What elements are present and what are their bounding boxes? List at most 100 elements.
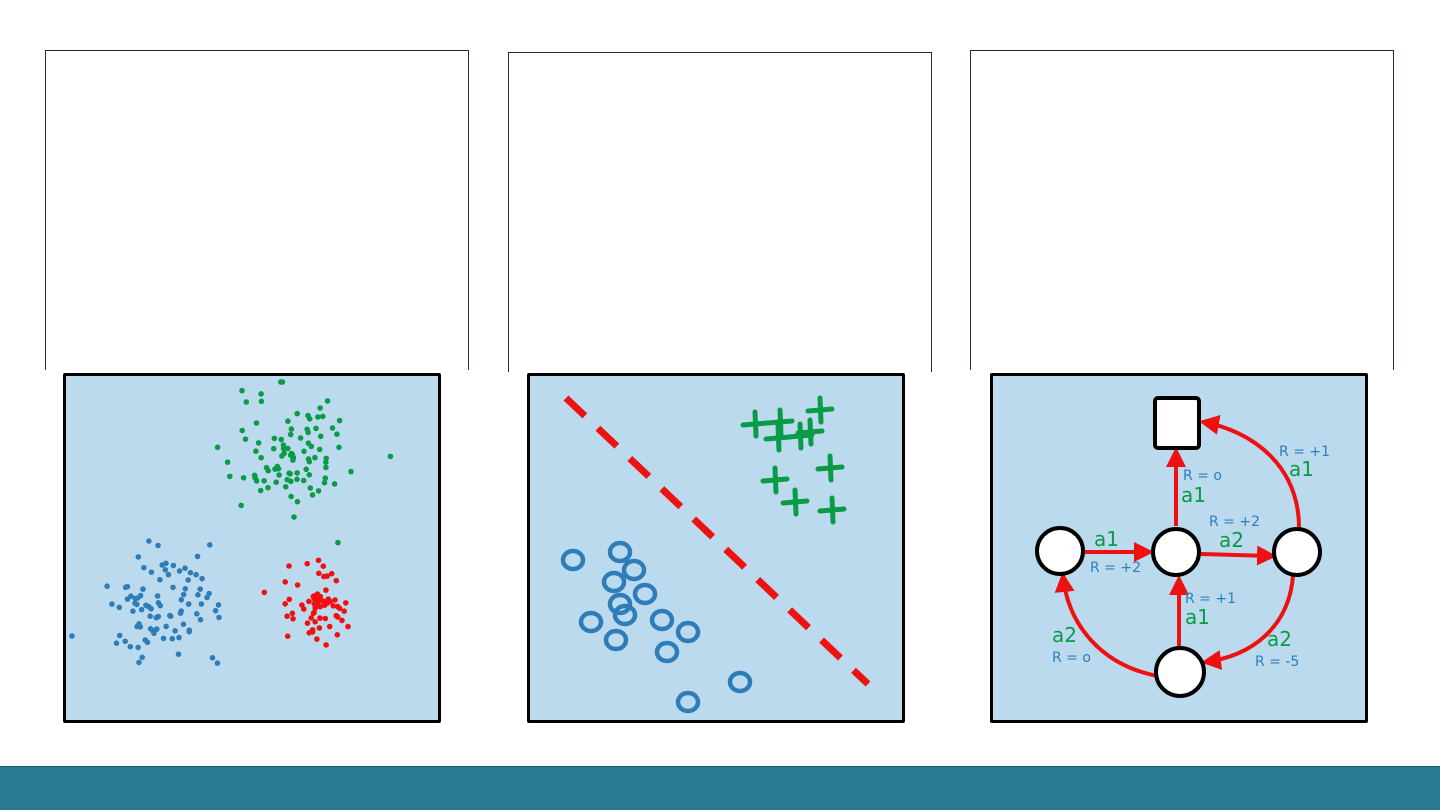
scatter-point-blue bbox=[144, 639, 151, 646]
scatter-point-blue bbox=[135, 644, 141, 651]
scatter-point-red bbox=[309, 629, 316, 635]
scatter-point-blue bbox=[185, 601, 192, 607]
scatter-point-blue bbox=[145, 603, 152, 610]
scatter-point-green bbox=[278, 436, 284, 443]
label-reward-center-terminal: R = o bbox=[1183, 468, 1222, 484]
scatter-point-green bbox=[282, 484, 289, 490]
mdp-diagram: R = +1 a1 R = o a1 R = +2 a2 a1 R = +2 R… bbox=[993, 376, 1365, 720]
scatter-point-blue bbox=[162, 567, 169, 573]
scatter-point-green bbox=[294, 498, 301, 505]
scatter-point-red bbox=[321, 573, 327, 580]
terminal-state bbox=[1153, 396, 1201, 450]
scatter-point-green bbox=[305, 456, 312, 462]
circle-mark bbox=[578, 610, 604, 634]
scatter-point-green bbox=[335, 539, 341, 546]
scatter-point-green bbox=[239, 427, 245, 434]
scatter-point-blue bbox=[155, 613, 162, 620]
scatter-point-blue bbox=[216, 614, 222, 621]
scatter-point-blue bbox=[186, 628, 192, 635]
scatter-point-red bbox=[320, 563, 327, 569]
scatter-point-red bbox=[312, 619, 318, 625]
scatter-point-green bbox=[317, 433, 324, 440]
circle-mark bbox=[649, 608, 675, 632]
state-center bbox=[1151, 527, 1201, 577]
scatter-point-red bbox=[341, 608, 348, 614]
scatter-point-blue bbox=[124, 596, 131, 602]
scatter-point-green bbox=[239, 387, 245, 394]
scatter-point-green bbox=[315, 414, 321, 420]
scatter-point-blue bbox=[165, 571, 172, 578]
plus-mark bbox=[817, 495, 847, 525]
scatter-point-green bbox=[258, 454, 264, 461]
plus-mark bbox=[780, 487, 810, 517]
scatter-point-green bbox=[227, 473, 233, 480]
scatter-point-red bbox=[261, 589, 268, 596]
scatter-point-green bbox=[348, 468, 354, 475]
scatter-point-green bbox=[258, 398, 265, 405]
circle-mark bbox=[612, 603, 638, 627]
scatter-point-green bbox=[387, 453, 394, 460]
scatter-point-green bbox=[279, 453, 285, 459]
scatter-point-red bbox=[323, 642, 329, 648]
scatter-point-red bbox=[317, 615, 323, 621]
scatter-point-green bbox=[307, 485, 314, 491]
scatter-point-red bbox=[304, 560, 310, 567]
scatter-point-blue bbox=[146, 538, 152, 544]
scatter-point-green bbox=[300, 477, 307, 484]
scatter-point-blue bbox=[194, 611, 200, 617]
scatter-point-red bbox=[330, 603, 337, 609]
scatter-point-green bbox=[288, 493, 294, 500]
scatter-point-green bbox=[255, 440, 262, 446]
label-reward-bottom-center: R = +1 bbox=[1185, 591, 1236, 607]
circle-mark bbox=[675, 690, 701, 714]
scatter-point-blue bbox=[176, 634, 182, 641]
clustering-panel bbox=[63, 373, 441, 723]
scatter-point-blue bbox=[187, 569, 194, 576]
scatter-point-green bbox=[309, 492, 316, 498]
scatter-point-blue bbox=[147, 626, 154, 632]
scatter-point-red bbox=[325, 596, 332, 602]
scatter-point-red bbox=[316, 595, 322, 601]
scatter-point-blue bbox=[109, 601, 115, 607]
scatter-point-red bbox=[311, 596, 318, 602]
scatter-point-blue bbox=[135, 554, 142, 560]
scatter-point-blue bbox=[141, 564, 147, 571]
plus-mark bbox=[760, 465, 790, 495]
label-action-bottom-center: a1 bbox=[1185, 605, 1210, 629]
scatter-point-blue bbox=[122, 638, 128, 645]
scatter-point-blue bbox=[175, 651, 182, 657]
slide-frame-middle bbox=[508, 52, 932, 372]
circle-mark bbox=[601, 570, 627, 594]
scatter-point-red bbox=[316, 625, 323, 631]
scatter-point-green bbox=[243, 399, 250, 405]
scatter-point-red bbox=[322, 615, 329, 622]
scatter-point-green bbox=[322, 475, 329, 481]
state-bottom bbox=[1154, 646, 1206, 698]
scatter-point-red bbox=[308, 615, 314, 621]
scatter-point-green bbox=[290, 457, 296, 463]
scatter-point-blue bbox=[124, 583, 131, 590]
scatter-point-green bbox=[323, 464, 329, 471]
scatter-point-blue bbox=[198, 601, 205, 607]
scatter-point-red bbox=[314, 636, 320, 642]
plus-mark bbox=[805, 395, 835, 425]
scatter-point-green bbox=[294, 470, 300, 476]
scatter-point-blue bbox=[214, 660, 221, 666]
scatter-point-red bbox=[336, 605, 343, 612]
scatter-point-blue bbox=[134, 623, 140, 630]
scatter-point-green bbox=[285, 445, 291, 452]
scatter-point-blue bbox=[134, 595, 141, 601]
scatter-point-green bbox=[281, 445, 287, 452]
scatter-point-red bbox=[282, 579, 288, 585]
scatter-point-red bbox=[284, 613, 290, 619]
scatter-point-blue bbox=[163, 560, 169, 567]
scatter-point-blue bbox=[157, 576, 163, 583]
label-action-center-right: a2 bbox=[1219, 528, 1244, 552]
scatter-point-red bbox=[284, 633, 291, 639]
scatter-point-blue bbox=[147, 613, 153, 619]
scatter-point-red bbox=[290, 616, 296, 622]
scatter-point-red bbox=[334, 632, 341, 638]
scatter-point-blue bbox=[180, 591, 187, 598]
scatter-point-green bbox=[276, 472, 282, 478]
scatter-point-green bbox=[294, 476, 300, 483]
